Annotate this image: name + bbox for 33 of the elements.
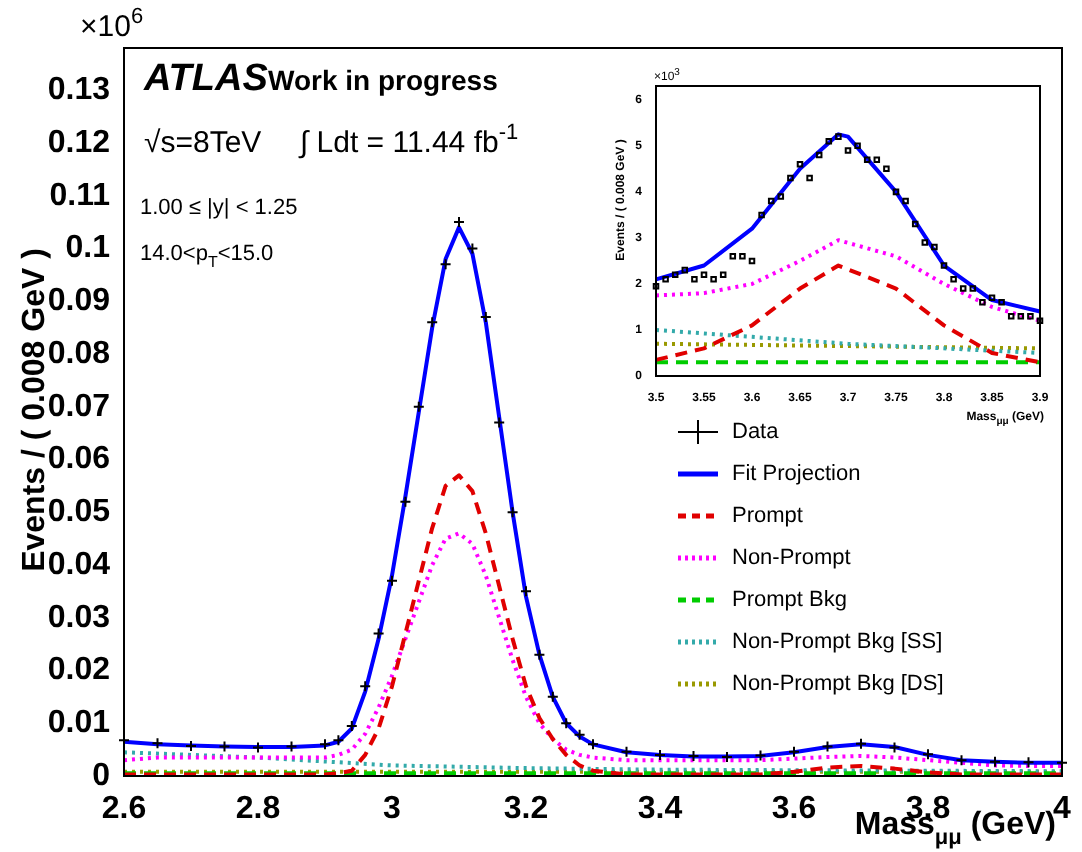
y-tick-label: 0.03 [47, 600, 111, 635]
y-tick-label: 0.01 [47, 706, 111, 741]
annotation: Work in progress [268, 64, 499, 96]
legend-label: Data [732, 419, 779, 443]
y-tick-label: 0.02 [47, 653, 111, 688]
legend-label: Fit Projection [732, 461, 861, 485]
y-tick-label: 0.1 [65, 231, 111, 266]
y-tick-label: 0.09 [47, 284, 111, 319]
y-tick-label: 0.12 [47, 125, 111, 160]
x-tick-label: 3.2 [503, 792, 549, 827]
y-tick-label: 0 [92, 758, 111, 793]
annotation: √s=8TeV [144, 126, 262, 160]
annotation: ATLAS [142, 58, 269, 100]
y-tick-label: 0.05 [47, 495, 111, 530]
legend-label: Non-Prompt [732, 545, 851, 569]
x-tick-label: 2.8 [235, 792, 281, 827]
x-tick-label: 3 [383, 792, 402, 827]
y-tick-label: 0.07 [47, 389, 111, 424]
legend-label: Non-Prompt Bkg [DS] [732, 671, 944, 695]
annotation: 1.00 ≤ |y| < 1.25 [140, 196, 298, 220]
x-tick-label: 3.6 [771, 792, 817, 827]
legend-label: Non-Prompt Bkg [SS] [732, 629, 943, 653]
y-tick-label: 0.04 [47, 547, 111, 582]
y-tick-label: 0.08 [47, 336, 111, 371]
x-tick-label: 2.6 [101, 792, 147, 827]
y-tick-label: 0.11 [49, 178, 111, 213]
legend-label: Prompt [732, 503, 803, 527]
x-tick-label: 4 [1053, 792, 1072, 827]
legend-label: Prompt Bkg [732, 587, 847, 611]
y-tick-label: 0.06 [47, 442, 111, 477]
y-tick-label: 0.13 [47, 73, 111, 108]
y-axis-title: Events / ( 0.008 GeV ) [18, 248, 52, 572]
x-tick-label: 3.4 [637, 792, 683, 827]
